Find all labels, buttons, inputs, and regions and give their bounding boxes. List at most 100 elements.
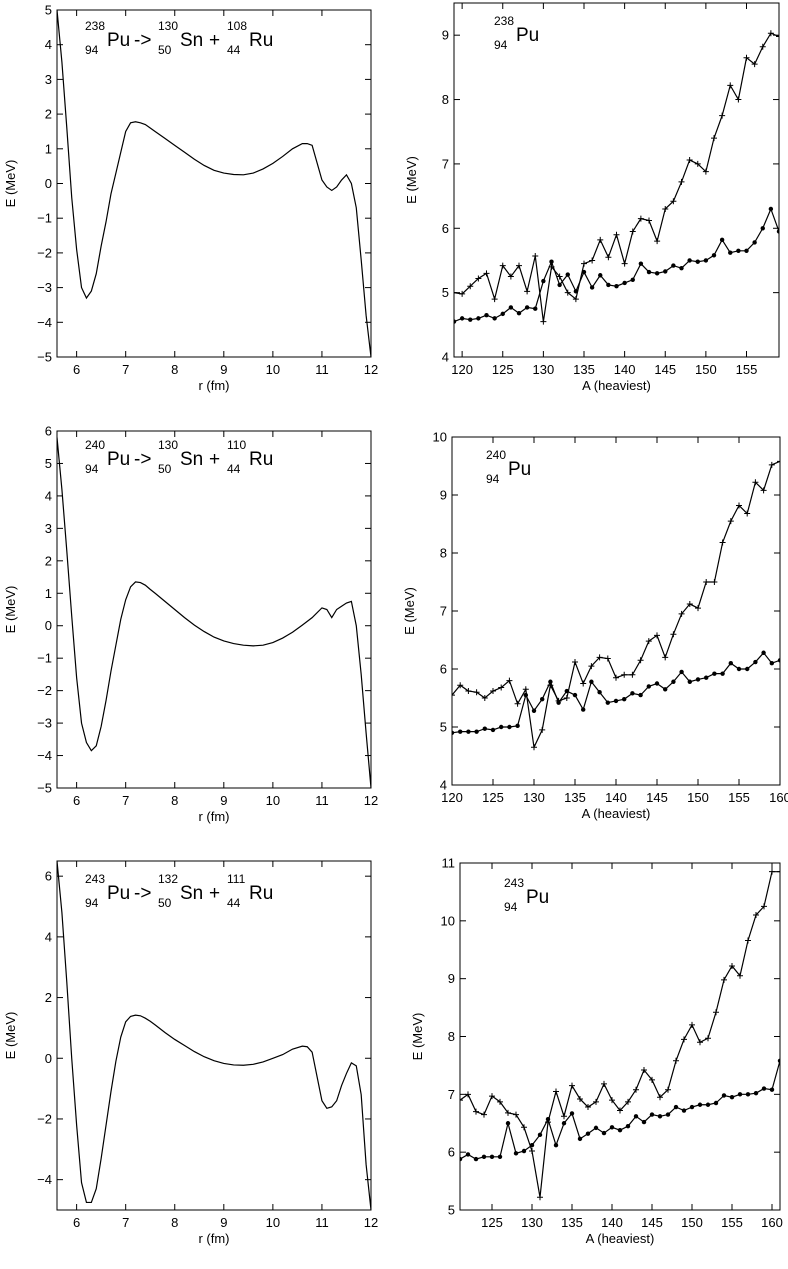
plus-marker	[777, 868, 780, 875]
plus-sign: +	[209, 449, 220, 470]
fragment-1-symbol: Sn	[180, 883, 203, 904]
plus-marker	[561, 1113, 567, 1120]
dot-marker	[630, 277, 635, 282]
plus-marker	[776, 33, 779, 40]
x-tick-label: 145	[646, 790, 668, 805]
plus-marker	[637, 657, 644, 664]
plus-marker	[491, 296, 498, 303]
plus-marker	[743, 54, 750, 61]
dot-marker	[679, 669, 684, 675]
y-tick-label: 2	[45, 990, 52, 1005]
parent-nucleus-symbol: Pu	[107, 449, 130, 470]
dot-marker	[711, 253, 717, 258]
parent-nucleus-mass-number: 240	[486, 448, 506, 462]
plus-marker	[721, 976, 727, 983]
y-tick-label: −5	[37, 781, 52, 796]
plus-marker	[499, 262, 506, 269]
dot-marker	[524, 305, 530, 310]
fragment-1-symbol: Sn	[180, 449, 203, 470]
y-tick-label: 9	[442, 28, 449, 43]
y-tick-label: −1	[37, 651, 52, 666]
dot-marker	[489, 1154, 495, 1159]
plus-marker	[481, 695, 488, 701]
plus-marker	[678, 610, 685, 617]
y-tick-label: 10	[441, 913, 455, 928]
plus-marker	[646, 217, 652, 224]
plus-marker	[609, 1097, 615, 1104]
dot-marker	[482, 726, 487, 731]
dot-marker	[541, 278, 546, 284]
y-tick-label: 7	[448, 1087, 455, 1102]
plus-sign: +	[209, 883, 220, 904]
parent-nucleus-atomic-number: 94	[85, 896, 99, 910]
dot-marker	[720, 671, 725, 676]
plus-marker	[522, 686, 529, 693]
plus-marker	[529, 1148, 535, 1155]
dot-marker	[490, 727, 496, 733]
plus-marker	[507, 273, 514, 280]
plus-marker	[580, 680, 587, 687]
dot-marker	[625, 1123, 631, 1129]
chart-panel-5: 6 7 8 9 10 11 12 −4 −2 0 2 4 6 r (fm) E (MeV) 243 94 Pu ->…	[3, 860, 378, 1246]
plus-marker	[681, 1036, 687, 1043]
dot-marker	[605, 700, 610, 705]
plus-marker	[454, 289, 457, 296]
plot-frame	[451, 436, 781, 786]
plus-marker	[597, 236, 604, 243]
plus-marker	[745, 937, 751, 944]
y-tick-label: 3	[45, 72, 52, 87]
x-axis-label: A (heaviest)	[582, 806, 651, 821]
y-tick-label: 6	[442, 221, 449, 236]
plot-area	[57, 10, 371, 357]
dot-marker	[646, 269, 652, 275]
dot-marker	[473, 1156, 479, 1162]
x-axis-label: r (fm)	[198, 1231, 229, 1246]
plus-marker	[645, 638, 652, 645]
plus-marker	[670, 198, 677, 205]
x-tick-label: 140	[605, 790, 627, 805]
dot-marker	[505, 1121, 511, 1126]
x-tick-label: 120	[441, 790, 463, 805]
x-tick-label: 125	[482, 790, 504, 805]
fragment-2-mass-number: 108	[227, 19, 247, 33]
plus-marker	[593, 1098, 599, 1105]
dot-marker	[719, 237, 725, 243]
dot-marker	[736, 248, 741, 253]
dot-marker	[572, 692, 578, 698]
x-tick-label: 160	[769, 790, 788, 805]
plus-marker	[705, 1035, 711, 1042]
x-tick-label: 6	[73, 1215, 80, 1230]
dot-marker	[468, 317, 473, 322]
y-tick-label: 10	[433, 430, 447, 445]
parent-nucleus-symbol: Pu	[107, 883, 130, 904]
dot-marker	[500, 311, 505, 317]
x-tick-label: 120	[451, 362, 473, 377]
dot-marker	[564, 688, 569, 694]
plus-marker	[713, 1009, 719, 1016]
series-line-1	[460, 871, 780, 1198]
y-tick-label: 4	[45, 488, 52, 503]
x-tick-label: 155	[728, 790, 750, 805]
plus-marker	[604, 655, 611, 662]
parent-nucleus-mass-number: 243	[85, 872, 105, 886]
plot-frame	[453, 2, 780, 358]
x-tick-label: 8	[171, 1215, 178, 1230]
x-tick-label: 10	[266, 1215, 280, 1230]
series-line-1	[452, 460, 780, 750]
dot-marker	[476, 316, 481, 321]
x-axis-label: A (heaviest)	[582, 378, 651, 393]
x-tick-label: 11	[315, 1215, 329, 1230]
y-axis-label: E (MeV)	[3, 160, 18, 208]
plus-marker	[490, 688, 496, 695]
y-tick-label: 4	[442, 350, 449, 365]
plus-marker	[694, 160, 701, 167]
y-tick-label: 4	[45, 929, 52, 944]
reaction-annotation: 238 94 Pu -> 130 50 Sn +108 44 Ru	[85, 19, 273, 57]
x-tick-label: 140	[614, 362, 636, 377]
plus-marker	[613, 231, 620, 238]
plus-sign: +	[209, 30, 220, 51]
plus-marker	[625, 1098, 631, 1105]
dot-marker	[752, 240, 757, 245]
plus-marker	[702, 168, 709, 175]
